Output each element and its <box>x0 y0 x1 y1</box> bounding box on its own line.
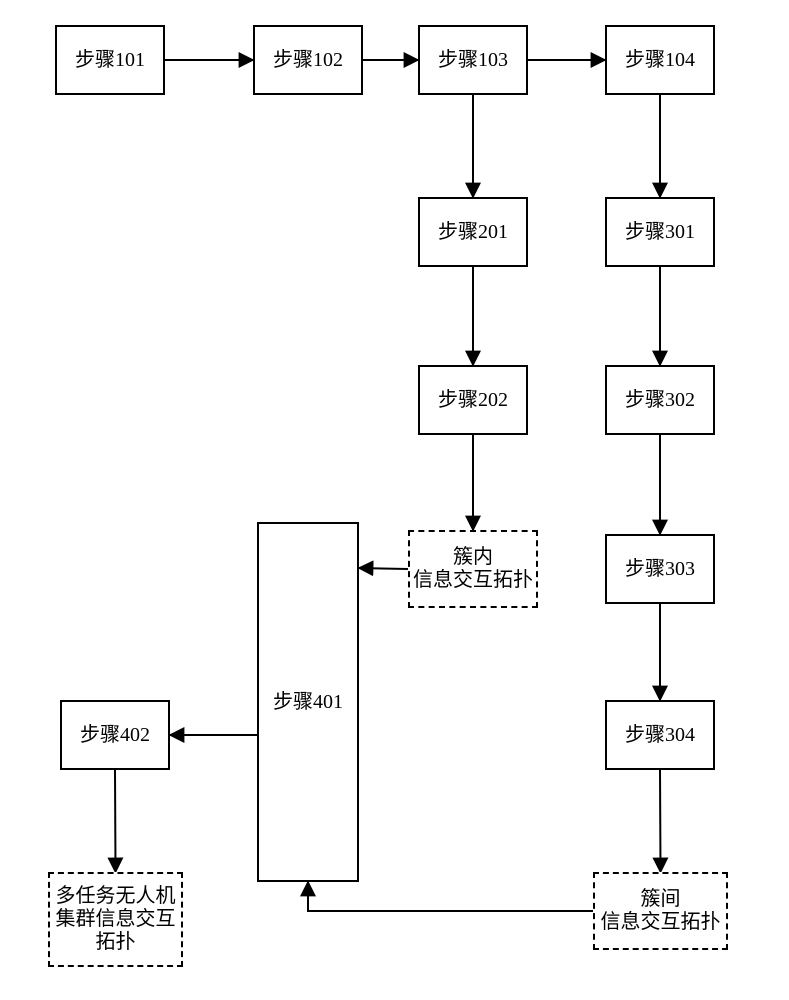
flowchart-canvas: 步骤101 步骤102 步骤103 步骤104 步骤201 步骤301 步骤202 步骤302… <box>0 0 789 1000</box>
node-n301: 步骤301 <box>605 197 715 267</box>
node-n103: 步骤103 <box>418 25 528 95</box>
node-n302: 步骤302 <box>605 365 715 435</box>
edge-n402-nC <box>115 770 116 872</box>
node-n102: 步骤102 <box>253 25 363 95</box>
node-n202: 步骤202 <box>418 365 528 435</box>
node-n402: 步骤402 <box>60 700 170 770</box>
node-n104: 步骤104 <box>605 25 715 95</box>
node-n401: 步骤401 <box>257 522 359 882</box>
node-nC: 多任务无人机 集群信息交互 拓扑 <box>48 872 183 967</box>
node-n303: 步骤303 <box>605 534 715 604</box>
edge-nB-n401 <box>308 882 593 911</box>
edge-n304-nB <box>660 770 661 872</box>
node-n304: 步骤304 <box>605 700 715 770</box>
edges-layer <box>0 0 789 1000</box>
edge-nA-n401 <box>359 568 408 569</box>
node-nA: 簇内 信息交互拓扑 <box>408 530 538 608</box>
node-nB: 簇间 信息交互拓扑 <box>593 872 728 950</box>
node-n201: 步骤201 <box>418 197 528 267</box>
node-n101: 步骤101 <box>55 25 165 95</box>
